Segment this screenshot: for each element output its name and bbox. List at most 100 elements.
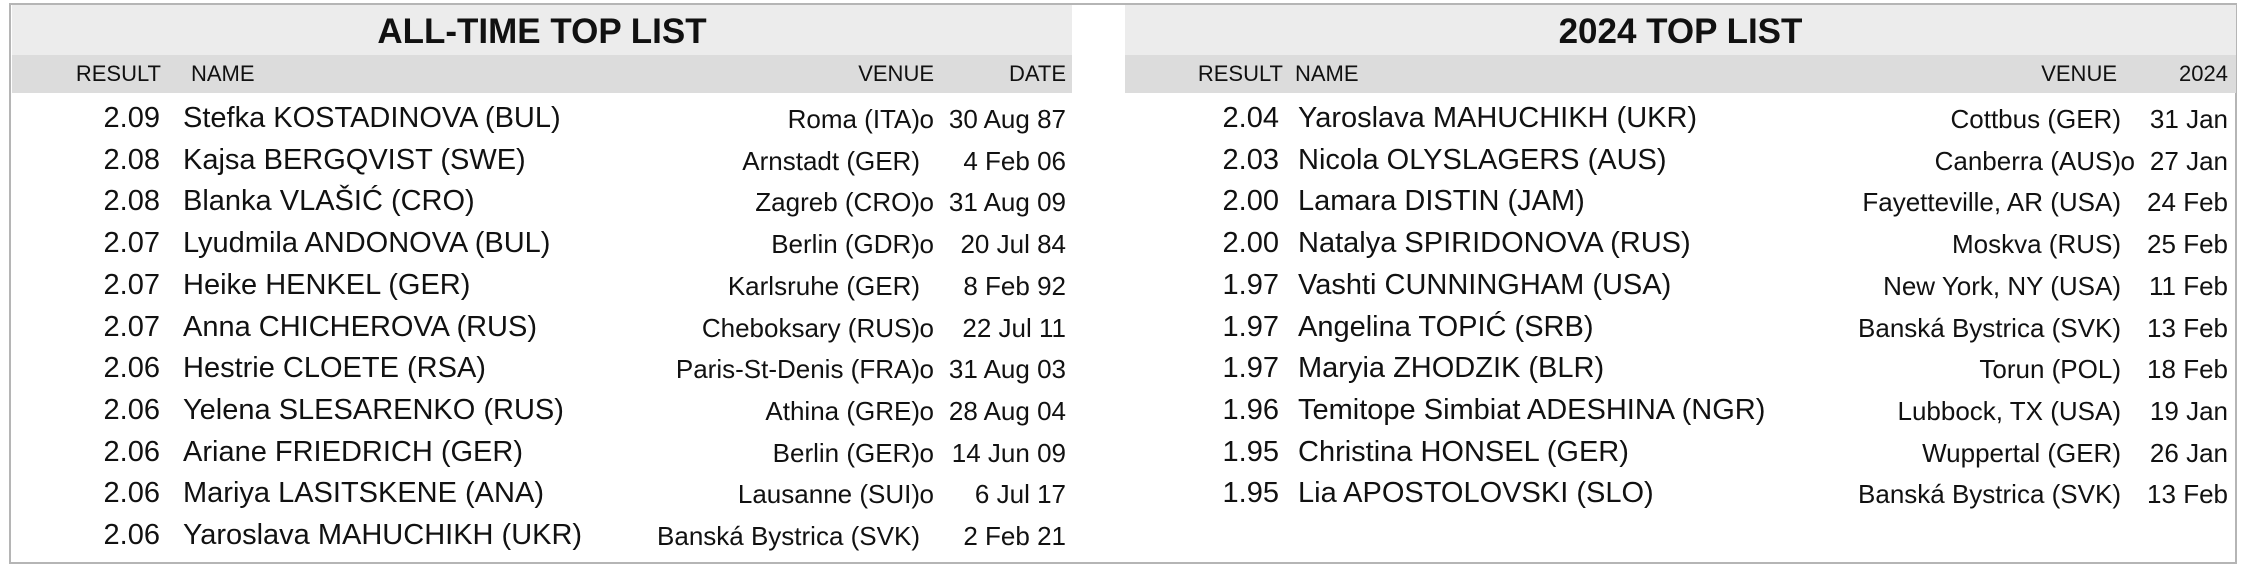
venue: Lausanne (SUI) bbox=[737, 479, 920, 510]
date: 28 Aug 04 bbox=[948, 395, 1066, 426]
date: 8 Feb 92 bbox=[963, 270, 1066, 301]
result: 2.07 bbox=[103, 310, 160, 343]
result: 2.08 bbox=[103, 143, 160, 176]
athlete-name: Maryia ZHODZIK (BLR) bbox=[1298, 352, 1605, 385]
venue: Roma (ITA) bbox=[787, 104, 920, 134]
date: 11 Feb bbox=[2148, 270, 2228, 301]
indoor-flag: o bbox=[919, 229, 934, 260]
header-name: NAME bbox=[191, 61, 255, 86]
athlete-name: Lia APOSTOLOVSKI (SLO) bbox=[1298, 477, 1654, 510]
date: 30 Aug 87 bbox=[948, 104, 1066, 134]
athlete-name: Vashti CUNNINGHAM (USA) bbox=[1298, 268, 1672, 301]
date: 31 Jan bbox=[2149, 104, 2228, 134]
title-band bbox=[1125, 5, 2236, 55]
date: 2 Feb 21 bbox=[963, 521, 1066, 551]
table-title: 2024 TOP LIST bbox=[1558, 12, 1803, 51]
venue: New York, NY (USA) bbox=[1883, 270, 2121, 301]
header-date: 2024 bbox=[2179, 61, 2228, 86]
indoor-flag: o bbox=[919, 479, 934, 510]
athlete-name: Nicola OLYSLAGERS (AUS) bbox=[1298, 143, 1667, 176]
date: 14 Jun 09 bbox=[951, 437, 1066, 468]
header-result: RESULT bbox=[75, 61, 161, 86]
result: 1.97 bbox=[1222, 352, 1279, 385]
result: 2.00 bbox=[1222, 227, 1279, 260]
header-name: NAME bbox=[1295, 61, 1359, 86]
venue: Cheboksary (RUS) bbox=[701, 312, 920, 343]
athlete-name: Angelina TOPIĆ (SRB) bbox=[1298, 310, 1594, 343]
athlete-name: Yelena SLESARENKO (RUS) bbox=[183, 393, 564, 426]
title-band bbox=[12, 5, 1072, 55]
result: 2.06 bbox=[103, 477, 160, 510]
result: 2.06 bbox=[103, 352, 160, 385]
athlete-name: Yaroslava MAHUCHIKH (UKR) bbox=[183, 519, 583, 551]
header-venue: VENUE bbox=[2041, 61, 2117, 86]
result: 2.06 bbox=[103, 519, 160, 551]
header-band bbox=[12, 55, 1072, 93]
venue: Zagreb (CRO) bbox=[755, 187, 920, 218]
indoor-flag: o bbox=[919, 437, 934, 468]
athlete-name: Temitope Simbiat ADESHINA (NGR) bbox=[1298, 393, 1766, 426]
header-venue: VENUE bbox=[858, 61, 934, 86]
athlete-name: Kajsa BERGQVIST (SWE) bbox=[183, 143, 526, 176]
result: 2.09 bbox=[103, 102, 160, 134]
venue: Canberra (AUS) bbox=[1934, 145, 2121, 176]
date: 25 Feb bbox=[2147, 229, 2228, 260]
indoor-flag: o bbox=[919, 354, 934, 385]
athlete-name: Lyudmila ANDONOVA (BUL) bbox=[183, 227, 551, 260]
date: 20 Jul 84 bbox=[960, 229, 1066, 260]
result: 1.96 bbox=[1222, 393, 1279, 426]
athlete-name: Natalya SPIRIDONOVA (RUS) bbox=[1298, 227, 1691, 260]
result: 1.97 bbox=[1222, 310, 1279, 343]
result: 2.08 bbox=[103, 185, 160, 218]
date: 6 Jul 17 bbox=[974, 479, 1066, 510]
header-result: RESULT bbox=[1197, 61, 1283, 86]
venue: Banská Bystrica (SVK) bbox=[1858, 479, 2121, 510]
venue: Banská Bystrica (SVK) bbox=[657, 521, 920, 551]
indoor-flag: o bbox=[919, 104, 934, 134]
venue: Banská Bystrica (SVK) bbox=[1858, 312, 2121, 343]
date: 13 Feb bbox=[2147, 312, 2228, 343]
venue: Fayetteville, AR (USA) bbox=[1862, 187, 2121, 218]
date: 27 Jan bbox=[2149, 145, 2228, 176]
frame bbox=[9, 3, 2237, 564]
result: 1.95 bbox=[1222, 477, 1279, 510]
athlete-name: Blanka VLAŠIĆ (CRO) bbox=[183, 185, 475, 218]
date: 19 Jan bbox=[2149, 395, 2228, 426]
date: 24 Feb bbox=[2147, 187, 2228, 218]
table-title: ALL-TIME TOP LIST bbox=[377, 12, 707, 51]
athlete-name: Hestrie CLOETE (RSA) bbox=[183, 352, 486, 385]
date: 13 Feb bbox=[2147, 479, 2228, 510]
athlete-name: Anna CHICHEROVA (RUS) bbox=[183, 310, 537, 343]
athlete-name: Ariane FRIEDRICH (GER) bbox=[183, 435, 523, 468]
date: 22 Jul 11 bbox=[962, 312, 1066, 343]
header-date: DATE bbox=[1008, 61, 1066, 86]
indoor-flag: o bbox=[919, 395, 934, 426]
indoor-flag: o bbox=[2120, 145, 2135, 176]
athlete-name: Christina HONSEL (GER) bbox=[1298, 435, 1629, 468]
date: 18 Feb bbox=[2147, 354, 2228, 385]
result: 2.07 bbox=[103, 227, 160, 260]
venue: Berlin (GER) bbox=[772, 437, 920, 468]
athlete-name: Mariya LASITSKENE (ANA) bbox=[183, 477, 544, 510]
venue: Arnstadt (GER) bbox=[742, 145, 920, 176]
venue: Karlsruhe (GER) bbox=[727, 270, 920, 301]
date: 31 Aug 09 bbox=[948, 187, 1066, 218]
venue: Cottbus (GER) bbox=[1950, 104, 2122, 134]
result: 2.07 bbox=[103, 268, 160, 301]
result: 2.00 bbox=[1222, 185, 1279, 218]
venue: Paris-St-Denis (FRA) bbox=[675, 354, 920, 385]
date: 26 Jan bbox=[2149, 437, 2228, 468]
venue: Wuppertal (GER) bbox=[1922, 437, 2121, 468]
athlete-name: Yaroslava MAHUCHIKH (UKR) bbox=[1298, 102, 1698, 134]
date: 4 Feb 06 bbox=[963, 145, 1066, 176]
athlete-name: Stefka KOSTADINOVA (BUL) bbox=[183, 102, 561, 134]
header-band bbox=[1125, 55, 2236, 93]
venue: Athina (GRE) bbox=[765, 395, 920, 426]
date: 31 Aug 03 bbox=[948, 354, 1066, 385]
result: 1.97 bbox=[1222, 268, 1279, 301]
athlete-name: Heike HENKEL (GER) bbox=[183, 268, 471, 301]
venue: Berlin (GDR) bbox=[771, 229, 920, 260]
indoor-flag: o bbox=[919, 312, 934, 343]
result: 2.06 bbox=[103, 435, 160, 468]
